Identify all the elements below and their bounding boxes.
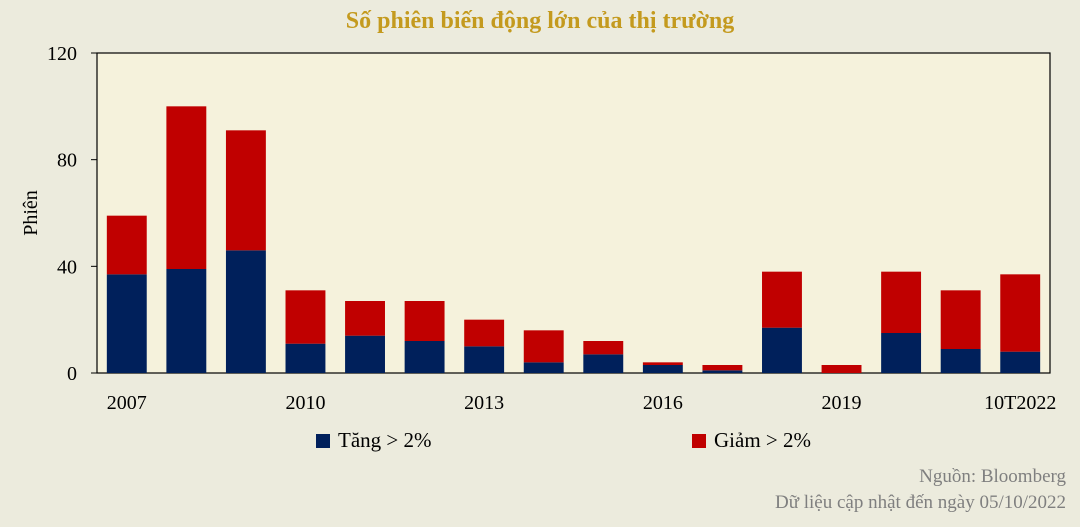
bar-increase: [702, 370, 743, 373]
bar-decrease: [940, 290, 981, 349]
bar-decrease: [523, 330, 564, 363]
y-axis-label: Phiên: [20, 190, 42, 236]
bar-decrease: [225, 130, 266, 251]
x-tick-label: 2007: [107, 392, 147, 414]
legend-item-increase: Tăng > 2%: [316, 428, 432, 453]
y-tick-label: 80: [57, 150, 77, 172]
y-tick-label: 40: [57, 256, 77, 278]
bar-decrease: [1000, 274, 1041, 352]
bar-decrease: [702, 365, 743, 371]
x-tick-label: 2019: [822, 392, 862, 414]
bar-decrease: [464, 319, 505, 347]
bar-increase: [523, 362, 564, 373]
legend-swatch-increase: [316, 433, 330, 448]
bar-increase: [1000, 351, 1041, 373]
bar-increase: [583, 354, 624, 373]
bar-increase: [881, 333, 922, 373]
x-tick-label: 10T2022: [984, 392, 1056, 414]
bar-increase: [285, 343, 326, 373]
x-tick-label: 2010: [285, 392, 325, 414]
legend-label-decrease: Giảm > 2%: [714, 428, 811, 452]
update-note: Dữ liệu cập nhật đến ngày 05/10/2022: [774, 492, 1066, 513]
bar-decrease: [166, 106, 207, 269]
legend-swatch-decrease: [692, 433, 706, 448]
source-note: Nguồn: Bloomberg: [919, 466, 1066, 487]
bar-decrease: [345, 301, 385, 336]
y-tick-label: 0: [67, 363, 77, 385]
bar-increase: [106, 274, 147, 373]
bar-decrease: [583, 341, 624, 355]
bar-increase: [940, 349, 981, 373]
bar-decrease: [762, 271, 802, 328]
bar-decrease: [821, 365, 862, 373]
bar-increase: [642, 365, 683, 373]
bar-decrease: [881, 271, 922, 333]
bar-decrease: [642, 362, 683, 365]
bar-increase: [464, 346, 505, 373]
bar-decrease: [285, 290, 326, 344]
bar-increase: [225, 250, 266, 373]
bar-increase: [762, 327, 802, 373]
bar-decrease: [106, 215, 147, 275]
bar-increase: [345, 335, 385, 373]
x-tick-label: 2013: [464, 392, 504, 414]
bar-increase: [404, 341, 445, 373]
legend-item-decrease: Giảm > 2%: [692, 428, 811, 453]
chart-title: Số phiên biến động lớn của thị trường: [345, 8, 735, 34]
x-tick-label: 2016: [643, 392, 683, 414]
bar-increase: [166, 269, 207, 373]
legend-label-increase: Tăng > 2%: [338, 428, 432, 452]
y-tick-label: 120: [47, 43, 77, 65]
bar-decrease: [404, 301, 445, 341]
